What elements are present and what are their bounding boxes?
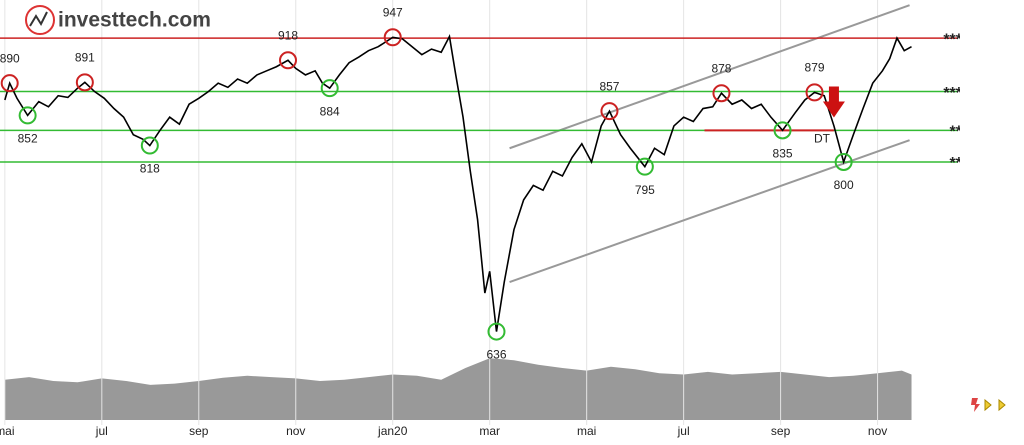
extreme-label: 884 [320, 104, 340, 118]
level-stars: ** [950, 124, 963, 141]
extreme-marker [383, 28, 402, 47]
x-tick-label: jul [677, 424, 690, 438]
level-stars: *** [943, 85, 962, 102]
trend-line [509, 139, 910, 284]
volbal-icons [971, 398, 1006, 412]
extreme-marker [487, 322, 506, 341]
extreme-marker [712, 84, 731, 103]
extreme-label: 795 [635, 183, 655, 197]
signal-arrow [822, 86, 845, 118]
logo-icon [29, 11, 48, 27]
extreme-marker [773, 121, 792, 140]
level-stars: *** [943, 31, 962, 48]
x-tick-label: mai [0, 424, 15, 438]
price-line [4, 34, 912, 332]
x-tick-label: nov [868, 424, 887, 438]
brand: investtech.com [58, 9, 211, 32]
x-tick-label: jan20 [377, 424, 408, 438]
icon [984, 398, 992, 412]
extreme-marker [140, 136, 159, 155]
x-tick-label: sep [189, 424, 209, 438]
signal-label: DT [814, 132, 831, 146]
x-tick-label: mar [479, 424, 500, 438]
extreme-marker [834, 152, 853, 171]
extreme-marker [279, 51, 297, 70]
axis-panel [960, 0, 1024, 440]
x-tick-label: mai [577, 424, 596, 438]
extreme-marker [600, 102, 619, 121]
extreme-label: 800 [834, 178, 854, 192]
level-stars: ** [950, 155, 963, 172]
volume-balance-area [4, 358, 912, 420]
extreme-label: 852 [18, 132, 38, 146]
x-tick-label: jul [95, 424, 108, 438]
extreme-label: 878 [711, 61, 731, 75]
x-tick-label: nov [286, 424, 305, 438]
extreme-marker [0, 74, 19, 93]
extreme-label: 918 [278, 28, 298, 42]
extreme-label: 835 [773, 147, 793, 161]
x-tick-label: sep [771, 424, 791, 438]
extreme-marker [320, 79, 339, 98]
extreme-marker [18, 106, 37, 125]
extreme-label: 818 [140, 162, 160, 176]
extreme-label: 947 [383, 5, 403, 19]
extreme-marker [75, 73, 94, 92]
icon [971, 398, 980, 412]
logo: investtech.com [25, 5, 211, 35]
extreme-label: 857 [599, 79, 619, 93]
extreme-label: 890 [0, 51, 20, 65]
logo-icon [25, 5, 55, 35]
extreme-label: 636 [486, 348, 506, 362]
extreme-marker [805, 83, 824, 102]
icon [998, 398, 1006, 412]
extreme-marker [635, 157, 654, 176]
extreme-label: 879 [805, 61, 825, 75]
extreme-label: 891 [75, 51, 95, 65]
trend-line [509, 4, 910, 150]
